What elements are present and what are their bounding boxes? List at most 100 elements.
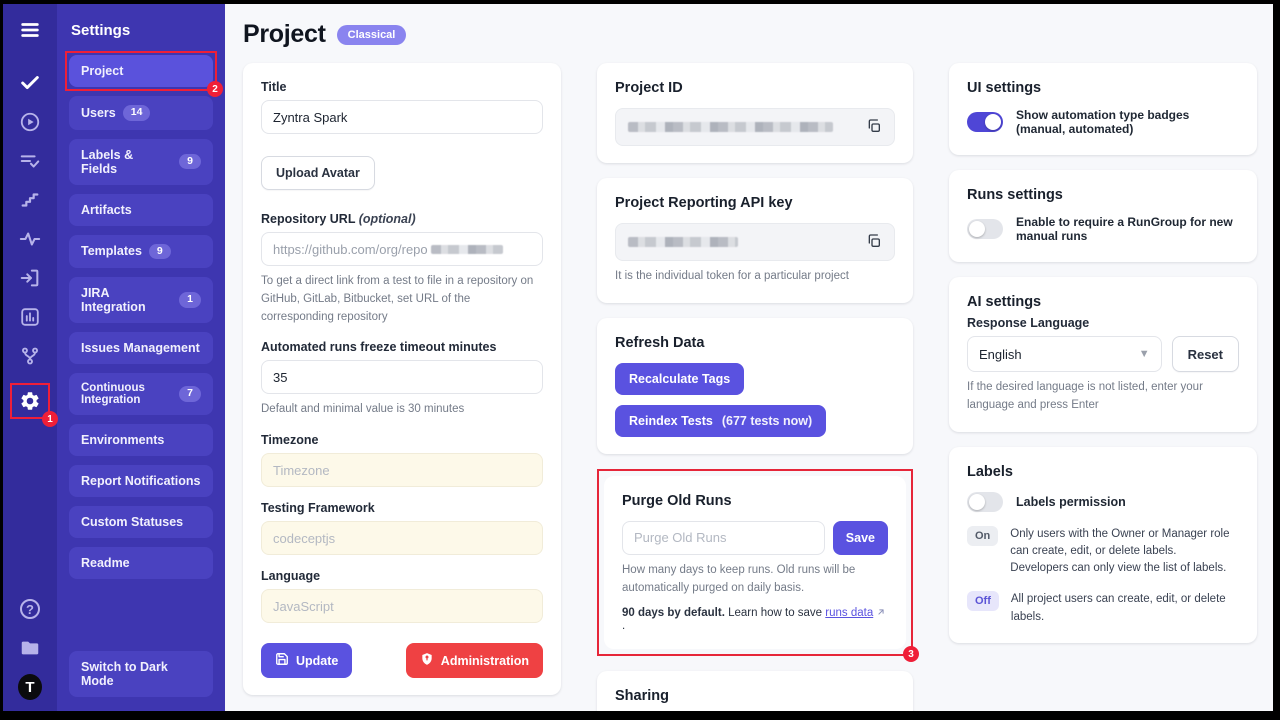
runs-settings-title: Runs settings	[967, 187, 1063, 203]
upload-avatar-button[interactable]: Upload Avatar	[261, 156, 375, 190]
steps-icon[interactable]	[18, 188, 42, 212]
purge-default-note: 90 days by default. Learn how to save ru…	[622, 607, 888, 632]
labels-off-description: All project users can create, edit, or d…	[1010, 593, 1226, 623]
sidebar-item-environments[interactable]: Environments	[69, 424, 213, 457]
freeze-timeout-help: Default and minimal value is 30 minutes	[261, 403, 465, 416]
app-window: 1 ? T Settings Project 2 Users 14 Labels…	[3, 4, 1273, 711]
recalculate-tags-button[interactable]: Recalculate Tags	[615, 362, 745, 395]
response-language-select[interactable]: English ▼	[967, 336, 1162, 372]
templates-count-badge: 9	[148, 243, 171, 260]
timezone-input[interactable]	[261, 453, 543, 488]
testing-framework-label: Testing Framework	[261, 501, 375, 516]
purge-save-button[interactable]: Save	[832, 520, 888, 555]
labels-on-badge: On	[967, 525, 999, 546]
reset-language-button[interactable]: Reset	[1171, 336, 1239, 372]
report-chart-icon[interactable]	[18, 305, 42, 329]
automation-badges-label: Show automation type badges (manual, aut…	[1016, 108, 1190, 136]
labels-card: Labels Labels permission On Only users w…	[949, 446, 1257, 643]
dark-mode-button[interactable]: Switch to Dark Mode	[69, 651, 213, 697]
purge-old-runs-card: Purge Old Runs Save How many days to kee…	[604, 475, 906, 650]
reindex-tests-button[interactable]: Reindex Tests (677 tests now)	[615, 404, 827, 437]
sidebar-item-continuous-integration[interactable]: Continuous Integration 7	[69, 373, 213, 416]
help-icon[interactable]: ?	[18, 597, 42, 621]
update-button[interactable]: Update	[261, 643, 353, 679]
save-disk-icon	[275, 652, 289, 669]
sidebar-item-users[interactable]: Users 14	[69, 96, 213, 130]
testing-framework-input[interactable]	[261, 521, 543, 556]
page-title: Project	[243, 20, 326, 48]
annotation-box-3: Purge Old Runs Save How many days to kee…	[597, 468, 919, 663]
refresh-data-card: Refresh Data Recalculate Tags Reindex Te…	[597, 317, 913, 454]
sharing-title: Sharing	[615, 688, 669, 705]
sidebar-item-jira-integration[interactable]: JIRA Integration 1	[69, 277, 213, 324]
activity-pulse-icon[interactable]	[18, 227, 42, 251]
freeze-timeout-input[interactable]	[261, 360, 543, 395]
labels-count-badge: 9	[179, 153, 201, 170]
sidebar-item-readme[interactable]: Readme	[69, 547, 213, 580]
freeze-timeout-label: Automated runs freeze timeout minutes	[261, 340, 497, 355]
repository-url-label: Repository URL (optional)	[261, 212, 416, 226]
language-input[interactable]	[261, 589, 543, 624]
repository-url-input[interactable]: https://github.com/org/repo	[261, 232, 543, 266]
api-key-field	[615, 223, 895, 261]
labels-off-badge: Off	[967, 591, 999, 612]
ci-count-badge: 7	[179, 386, 201, 402]
project-form-card: Title Upload Avatar Repository URL (opti…	[243, 63, 561, 696]
purge-title: Purge Old Runs	[622, 492, 732, 509]
labels-permission-toggle[interactable]	[967, 491, 1003, 512]
runs-list-icon[interactable]	[18, 149, 42, 173]
api-key-help: It is the individual token for a particu…	[615, 270, 849, 282]
project-id-field	[615, 108, 895, 146]
check-icon[interactable]	[18, 71, 42, 95]
settings-gear-icon[interactable]	[18, 389, 42, 413]
reindex-note: (677 tests now)	[721, 413, 813, 428]
projects-folder-icon[interactable]	[18, 636, 42, 660]
redacted-api-key	[628, 237, 738, 247]
branch-icon[interactable]	[18, 344, 42, 368]
play-circle-icon[interactable]	[18, 110, 42, 134]
purge-days-input[interactable]	[622, 520, 825, 555]
sharing-card: Sharing Share Living Docs Enable Public …	[597, 671, 913, 711]
copy-project-id-button[interactable]	[866, 118, 882, 137]
sidebar-item-project[interactable]: Project 2	[65, 51, 223, 97]
annotation-badge-1: 1	[42, 411, 58, 427]
refresh-data-title: Refresh Data	[615, 334, 705, 351]
sidebar-title: Settings	[71, 22, 131, 39]
sidebar-item-templates[interactable]: Templates 9	[69, 234, 213, 269]
administration-button[interactable]: Administration	[405, 643, 543, 679]
settings-gear-highlight: 1	[10, 383, 58, 427]
chevron-down-icon: ▼	[1138, 348, 1150, 360]
automation-badges-toggle[interactable]	[967, 112, 1003, 132]
response-language-label: Response Language	[967, 316, 1090, 330]
icon-rail: 1 ? T	[3, 4, 58, 711]
project-mode-badge: Classical	[336, 24, 407, 45]
ai-settings-card: AI settings Response Language English ▼ …	[949, 277, 1257, 432]
runs-data-link[interactable]: runs data	[825, 607, 874, 620]
ui-settings-card: UI settings Show automation type badges …	[949, 63, 1257, 155]
settings-sidebar: Settings Project 2 Users 14 Labels & Fie…	[57, 4, 225, 711]
api-key-card: Project Reporting API key It is the indi…	[597, 178, 913, 303]
annotation-box-2	[65, 51, 217, 91]
annotation-badge-3: 3	[903, 646, 919, 663]
rungroup-required-toggle[interactable]	[967, 219, 1003, 239]
users-count-badge: 14	[122, 105, 151, 121]
ai-settings-help: If the desired language is not listed, e…	[967, 381, 1203, 411]
annotation-badge-2: 2	[207, 81, 223, 97]
project-id-card: Project ID	[597, 63, 913, 163]
labels-permission-label: Labels permission	[1016, 494, 1126, 509]
copy-icon	[866, 118, 882, 137]
sidebar-item-artifacts[interactable]: Artifacts	[69, 193, 213, 226]
sidebar-item-labels-fields[interactable]: Labels & Fields 9	[69, 138, 213, 185]
app-logo[interactable]: T	[18, 674, 42, 700]
title-label: Title	[261, 80, 287, 94]
import-icon[interactable]	[18, 266, 42, 290]
title-input[interactable]	[261, 100, 543, 134]
copy-api-key-button[interactable]	[866, 233, 882, 252]
sidebar-item-report-notifications[interactable]: Report Notifications	[69, 465, 213, 498]
labels-on-description: Only users with the Owner or Manager rol…	[1010, 527, 1230, 575]
jira-count-badge: 1	[179, 292, 201, 308]
menu-icon[interactable]	[18, 18, 42, 42]
sidebar-item-issues-management[interactable]: Issues Management	[69, 332, 213, 365]
runs-settings-card: Runs settings Enable to require a RunGro…	[949, 170, 1257, 262]
sidebar-item-custom-statuses[interactable]: Custom Statuses	[69, 506, 213, 539]
